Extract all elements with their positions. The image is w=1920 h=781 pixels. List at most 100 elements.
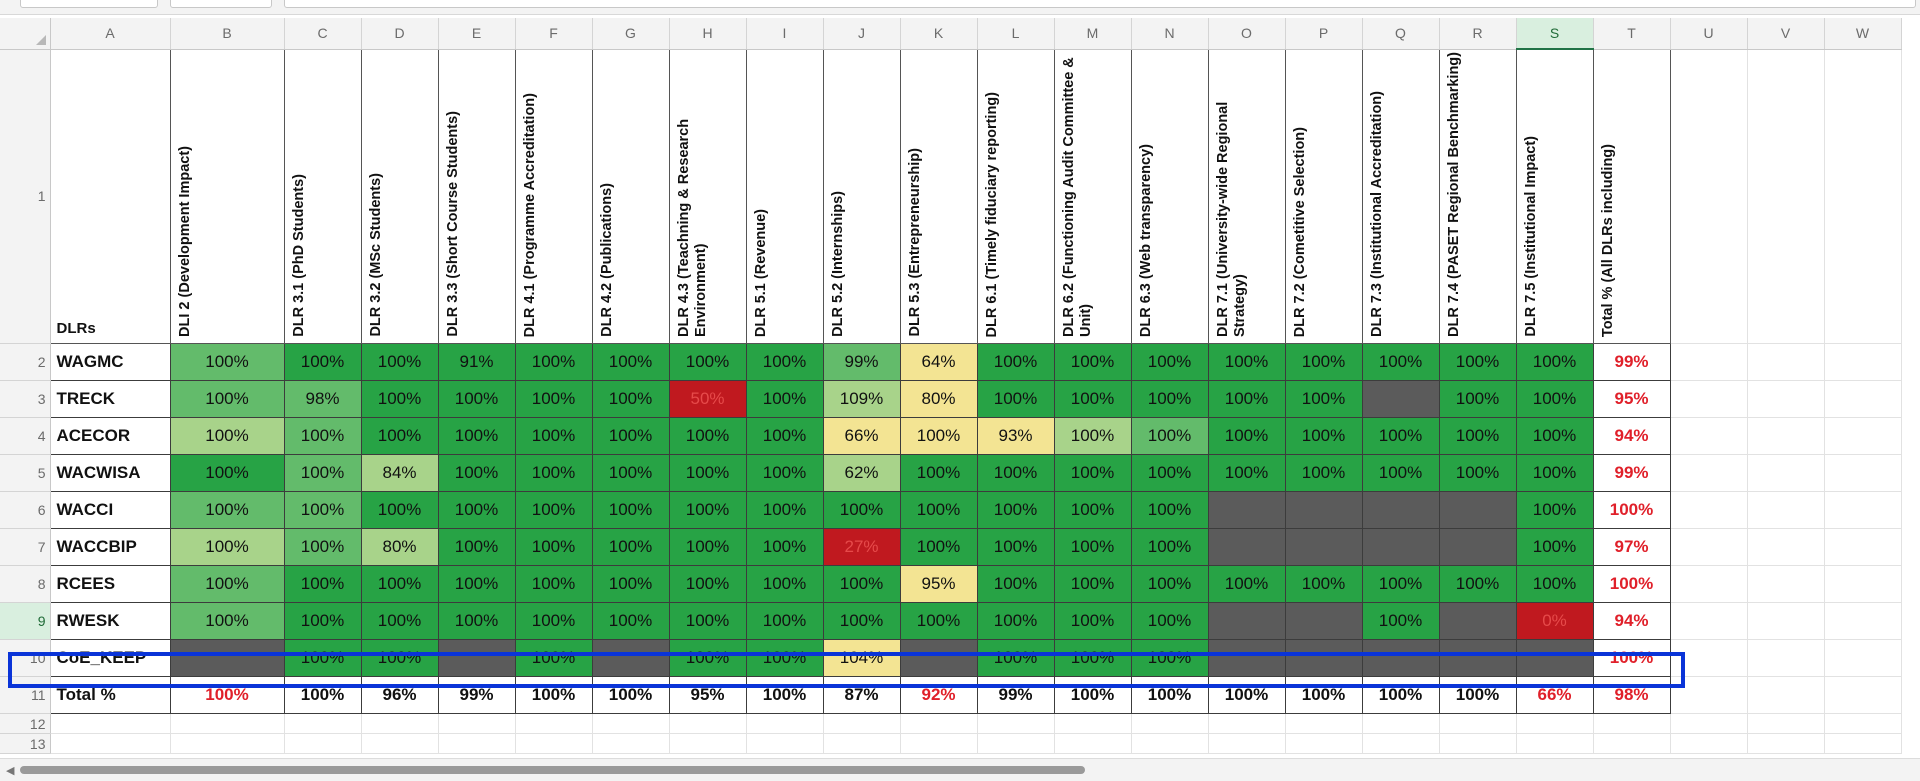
empty-cell[interactable] — [1824, 491, 1902, 529]
score-cell[interactable]: 100% — [745, 380, 824, 418]
score-cell[interactable]: 100% — [169, 380, 285, 418]
column-header-g[interactable]: G — [592, 18, 670, 50]
score-cell[interactable]: 100% — [976, 528, 1055, 566]
score-cell[interactable]: 100% — [1361, 417, 1440, 455]
empty-cell[interactable] — [1054, 713, 1132, 734]
row-header-13[interactable]: 13 — [0, 733, 51, 754]
row-header-1[interactable]: 1 — [0, 49, 51, 344]
score-cell[interactable]: 80% — [360, 528, 439, 566]
score-cell[interactable]: 100% — [437, 528, 516, 566]
score-cell[interactable]: 100% — [822, 565, 901, 603]
row-header-9[interactable]: 9 — [0, 602, 51, 640]
empty-cell[interactable] — [1670, 528, 1748, 566]
score-cell[interactable]: 100% — [283, 528, 362, 566]
score-cell[interactable]: 100% — [169, 417, 285, 455]
horizontal-scrollbar[interactable]: ◀ — [0, 758, 1920, 781]
score-cell[interactable]: 100% — [360, 565, 439, 603]
score-cell[interactable]: 100% — [437, 602, 516, 640]
empty-cell[interactable] — [746, 733, 824, 754]
scroll-left-icon[interactable]: ◀ — [6, 765, 15, 777]
score-cell[interactable]: 100% — [668, 454, 747, 492]
column-total-cell[interactable]: 100% — [1207, 676, 1286, 714]
score-cell[interactable]: 0% — [1515, 602, 1594, 640]
score-cell[interactable]: 100% — [1207, 417, 1286, 455]
score-cell[interactable]: 66% — [822, 417, 901, 455]
empty-cell[interactable] — [1747, 343, 1825, 381]
score-cell[interactable]: 100% — [514, 602, 593, 640]
score-cell[interactable]: 100% — [745, 602, 824, 640]
score-cell[interactable]: 100% — [1361, 454, 1440, 492]
grand-total-cell[interactable]: 98% — [1592, 676, 1671, 714]
empty-cell[interactable] — [170, 713, 285, 734]
score-cell[interactable]: 100% — [1130, 380, 1209, 418]
empty-cell[interactable] — [1747, 491, 1825, 529]
empty-cell[interactable] — [438, 733, 516, 754]
dlr-header-cell[interactable]: DLR 3.3 (Short Course Students) — [437, 48, 516, 344]
row-total-cell[interactable]: 95% — [1592, 380, 1671, 418]
score-cell[interactable]: 100% — [745, 417, 824, 455]
empty-cell[interactable] — [1824, 733, 1902, 754]
name-box[interactable] — [20, 0, 158, 8]
empty-cell[interactable] — [1439, 713, 1517, 734]
score-cell[interactable] — [1284, 528, 1363, 566]
empty-cell[interactable] — [1747, 602, 1825, 640]
score-cell[interactable]: 100% — [1130, 565, 1209, 603]
score-cell[interactable] — [1361, 380, 1440, 418]
column-header-d[interactable]: D — [361, 18, 439, 50]
empty-cell[interactable] — [1824, 49, 1902, 344]
score-cell[interactable]: 100% — [437, 454, 516, 492]
dlr-header-cell[interactable]: DLR 3.2 (MSc Students) — [360, 48, 439, 344]
score-cell[interactable]: 100% — [1438, 417, 1517, 455]
score-cell[interactable]: 100% — [1053, 565, 1132, 603]
column-header-k[interactable]: K — [900, 18, 978, 50]
empty-cell[interactable] — [592, 733, 670, 754]
column-header-f[interactable]: F — [515, 18, 593, 50]
score-cell[interactable]: 100% — [514, 380, 593, 418]
score-cell[interactable]: 100% — [1053, 639, 1132, 677]
score-cell[interactable]: 100% — [745, 343, 824, 381]
score-cell[interactable]: 100% — [668, 528, 747, 566]
score-cell[interactable]: 100% — [668, 602, 747, 640]
dlr-header-cell[interactable]: DLR 4.2 (Publications) — [591, 48, 670, 344]
score-cell[interactable]: 100% — [1053, 602, 1132, 640]
score-cell[interactable]: 100% — [1515, 565, 1594, 603]
empty-cell[interactable] — [1824, 528, 1902, 566]
score-cell[interactable]: 100% — [745, 454, 824, 492]
row-header-7[interactable]: 7 — [0, 528, 51, 566]
score-cell[interactable]: 100% — [360, 602, 439, 640]
empty-cell[interactable] — [1747, 565, 1825, 603]
score-cell[interactable]: 100% — [1438, 565, 1517, 603]
empty-cell[interactable] — [823, 713, 901, 734]
score-cell[interactable] — [1207, 602, 1286, 640]
empty-cell[interactable] — [170, 733, 285, 754]
score-cell[interactable]: 100% — [591, 454, 670, 492]
score-cell[interactable]: 100% — [1207, 565, 1286, 603]
scroll-thumb[interactable] — [20, 766, 1085, 774]
score-cell[interactable]: 100% — [283, 343, 362, 381]
column-total-cell[interactable]: 99% — [976, 676, 1055, 714]
dlr-header-cell[interactable]: DLR 4.3 (Teachning & Research Environmen… — [668, 48, 747, 344]
empty-cell[interactable] — [1362, 713, 1440, 734]
empty-cell[interactable] — [669, 733, 747, 754]
row-header-10[interactable]: 10 — [0, 639, 51, 677]
column-total-cell[interactable]: 66% — [1515, 676, 1594, 714]
totals-label-cell[interactable]: Total % — [49, 676, 171, 714]
empty-cell[interactable] — [438, 713, 516, 734]
score-cell[interactable]: 100% — [169, 454, 285, 492]
score-cell[interactable]: 100% — [283, 491, 362, 529]
empty-cell[interactable] — [1670, 343, 1748, 381]
score-cell[interactable]: 100% — [283, 602, 362, 640]
empty-cell[interactable] — [284, 733, 362, 754]
score-cell[interactable]: 100% — [437, 380, 516, 418]
row-header-4[interactable]: 4 — [0, 417, 51, 455]
score-cell[interactable]: 100% — [1361, 565, 1440, 603]
score-cell[interactable]: 100% — [976, 565, 1055, 603]
score-cell[interactable]: 100% — [437, 491, 516, 529]
score-cell[interactable]: 80% — [899, 380, 978, 418]
empty-cell[interactable] — [1670, 565, 1748, 603]
function-box[interactable] — [170, 0, 272, 8]
empty-cell[interactable] — [592, 713, 670, 734]
score-cell[interactable]: 100% — [1053, 380, 1132, 418]
score-cell[interactable]: 100% — [1515, 417, 1594, 455]
row-header-3[interactable]: 3 — [0, 380, 51, 418]
